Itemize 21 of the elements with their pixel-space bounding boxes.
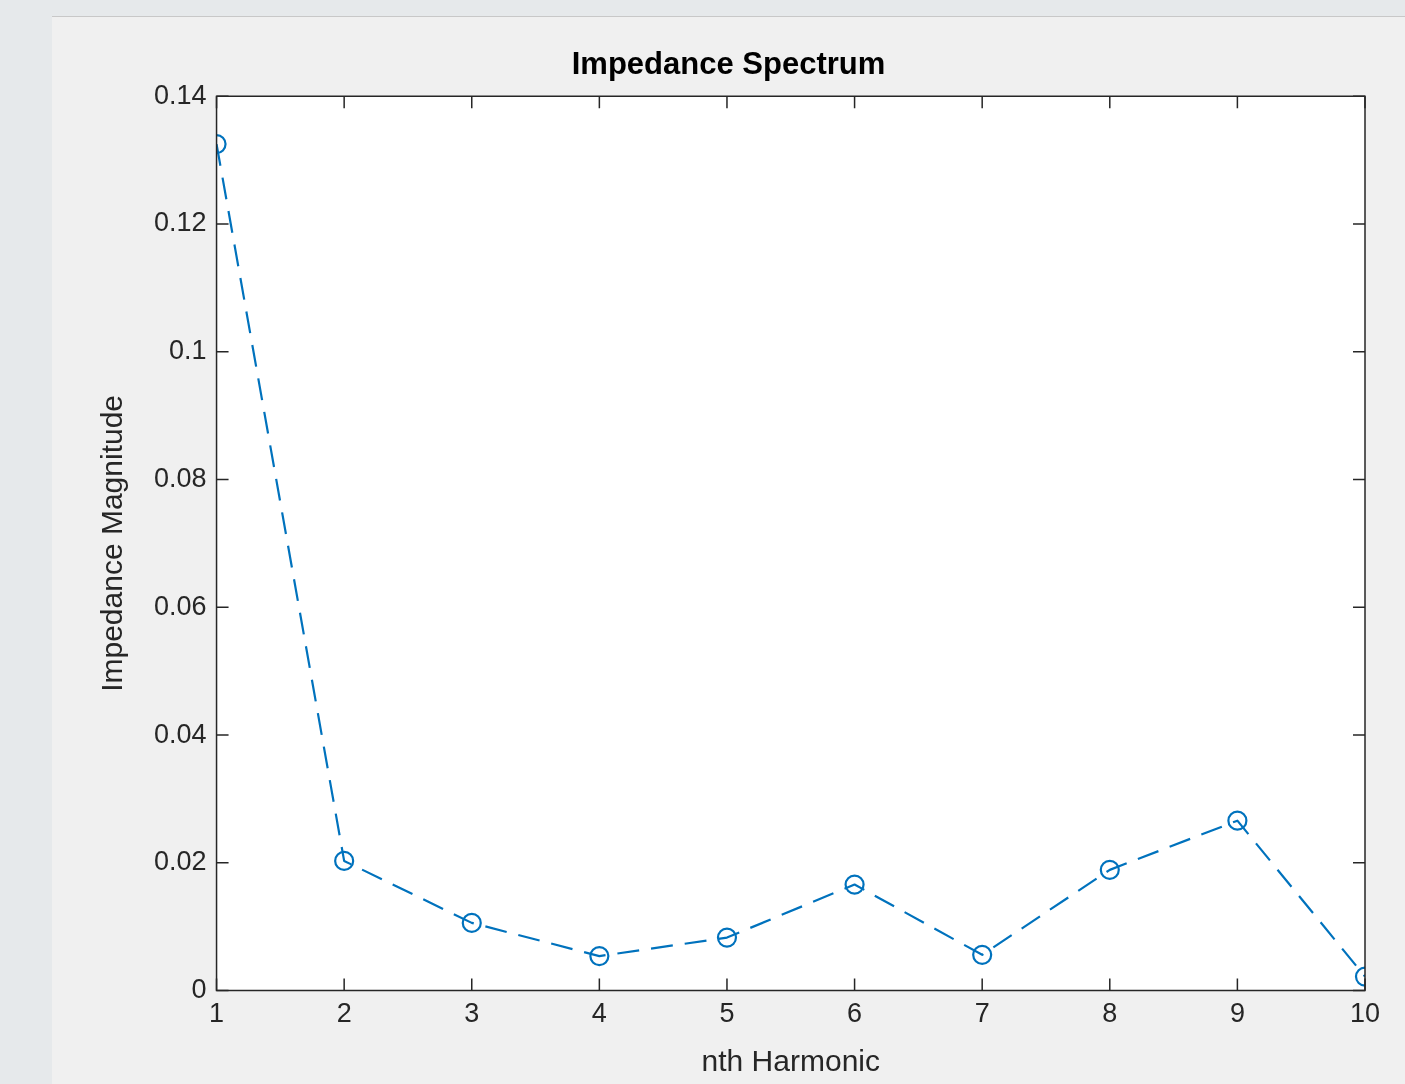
x-tick-label: 8 <box>1102 998 1118 1029</box>
x-tick-label: 5 <box>719 998 735 1029</box>
x-tick-label: 1 <box>209 998 225 1029</box>
x-tick-label: 4 <box>591 998 607 1029</box>
y-tick-label: 0.12 <box>153 207 207 238</box>
y-tick-label: 0 <box>191 974 207 1005</box>
y-tick-label: 0.06 <box>153 590 207 621</box>
y-tick-label: 0.04 <box>153 718 207 749</box>
x-tick-label: 6 <box>847 998 863 1029</box>
chart-title: Impedance Spectrum <box>571 46 886 82</box>
x-tick-label: 9 <box>1229 998 1245 1029</box>
x-tick-label: 3 <box>464 998 480 1029</box>
x-tick-label: 10 <box>1349 998 1381 1029</box>
y-tick-label: 0.14 <box>153 79 207 110</box>
y-axis-title: Impedance Magnitude <box>95 394 129 692</box>
x-tick-label: 2 <box>336 998 352 1029</box>
y-tick-label: 0.08 <box>153 462 207 493</box>
x-tick-label: 7 <box>974 998 990 1029</box>
y-tick-label: 0.1 <box>169 335 207 366</box>
y-tick-label: 0.02 <box>153 846 207 877</box>
x-axis-title: nth Harmonic <box>701 1044 880 1078</box>
